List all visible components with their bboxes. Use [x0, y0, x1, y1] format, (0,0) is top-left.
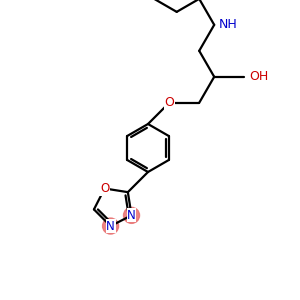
Text: O: O	[100, 182, 109, 195]
Text: NH: NH	[219, 18, 238, 31]
Text: O: O	[164, 96, 174, 109]
Text: OH: OH	[249, 70, 268, 83]
Circle shape	[124, 207, 140, 224]
Text: N: N	[106, 220, 115, 232]
Text: N: N	[127, 209, 136, 222]
Circle shape	[103, 218, 118, 234]
